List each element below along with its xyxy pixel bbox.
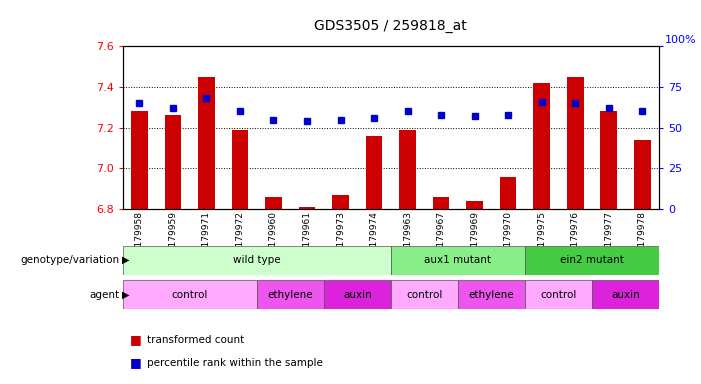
Bar bbox=[198, 77, 215, 209]
Text: control: control bbox=[406, 290, 442, 300]
Text: ▶: ▶ bbox=[122, 255, 130, 265]
Text: ■: ■ bbox=[130, 333, 142, 346]
Text: ethylene: ethylene bbox=[468, 290, 514, 300]
Bar bbox=[231, 130, 248, 209]
Text: ethylene: ethylene bbox=[268, 290, 313, 300]
Bar bbox=[257, 280, 324, 309]
Bar bbox=[458, 280, 525, 309]
Bar bbox=[366, 136, 383, 209]
Text: ■: ■ bbox=[130, 356, 142, 369]
Bar bbox=[525, 280, 592, 309]
Bar bbox=[131, 111, 148, 209]
Text: wild type: wild type bbox=[233, 255, 280, 265]
Bar bbox=[567, 77, 583, 209]
Bar bbox=[324, 280, 391, 309]
Text: 100%: 100% bbox=[665, 35, 696, 45]
Bar bbox=[433, 197, 449, 209]
Text: ▶: ▶ bbox=[122, 290, 130, 300]
Bar bbox=[391, 280, 458, 309]
Bar bbox=[533, 83, 550, 209]
Text: control: control bbox=[540, 290, 577, 300]
Text: aux1 mutant: aux1 mutant bbox=[424, 255, 491, 265]
Text: control: control bbox=[172, 290, 208, 300]
Text: auxin: auxin bbox=[343, 290, 372, 300]
Text: auxin: auxin bbox=[611, 290, 640, 300]
Text: percentile rank within the sample: percentile rank within the sample bbox=[147, 358, 323, 368]
Bar bbox=[525, 246, 659, 275]
Text: genotype/variation: genotype/variation bbox=[20, 255, 119, 265]
Bar bbox=[634, 140, 651, 209]
Text: transformed count: transformed count bbox=[147, 335, 245, 345]
Bar bbox=[123, 280, 257, 309]
Bar bbox=[265, 197, 282, 209]
Text: GDS3505 / 259818_at: GDS3505 / 259818_at bbox=[315, 19, 467, 33]
Bar bbox=[600, 111, 617, 209]
Bar bbox=[299, 207, 315, 209]
Text: agent: agent bbox=[89, 290, 119, 300]
Bar bbox=[500, 177, 517, 209]
Bar bbox=[399, 130, 416, 209]
Bar bbox=[592, 280, 659, 309]
Bar bbox=[391, 246, 525, 275]
Bar bbox=[165, 116, 182, 209]
Bar bbox=[466, 201, 483, 209]
Text: ein2 mutant: ein2 mutant bbox=[560, 255, 624, 265]
Bar bbox=[123, 246, 391, 275]
Bar bbox=[332, 195, 349, 209]
